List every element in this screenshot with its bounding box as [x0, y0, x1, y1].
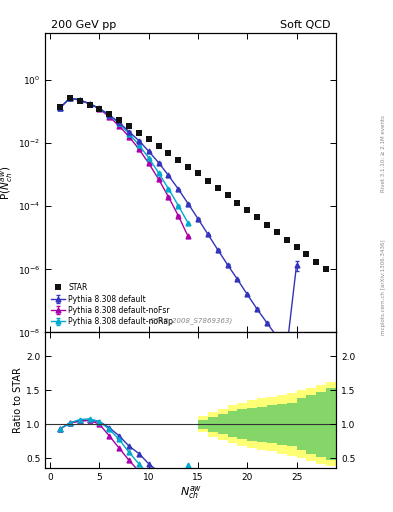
STAR [136, 130, 141, 136]
STAR [304, 251, 309, 258]
Text: 200 GeV pp: 200 GeV pp [51, 19, 116, 30]
Text: (STAR_2008_S7869363): (STAR_2008_S7869363) [149, 317, 233, 324]
STAR [156, 143, 161, 150]
STAR [117, 117, 121, 123]
STAR [107, 111, 112, 117]
STAR [206, 178, 210, 184]
STAR [196, 170, 200, 177]
STAR [294, 244, 299, 250]
Legend: STAR, Pythia 8.308 default, Pythia 8.308 default-noFsr, Pythia 8.308 default-noR: STAR, Pythia 8.308 default, Pythia 8.308… [49, 281, 175, 329]
STAR [176, 157, 181, 163]
STAR [314, 259, 319, 265]
STAR [166, 150, 171, 156]
Line: STAR: STAR [57, 95, 329, 272]
Text: Soft QCD: Soft QCD [280, 19, 330, 30]
STAR [245, 207, 250, 213]
STAR [225, 193, 230, 199]
STAR [324, 266, 329, 272]
STAR [127, 123, 131, 130]
STAR [87, 101, 92, 108]
STAR [215, 185, 220, 191]
STAR [235, 200, 240, 206]
STAR [77, 98, 82, 104]
STAR [186, 163, 191, 169]
STAR [146, 136, 151, 142]
STAR [255, 215, 259, 221]
STAR [68, 95, 72, 101]
Y-axis label: Ratio to STAR: Ratio to STAR [13, 368, 23, 434]
X-axis label: $N_{ch}^{aw}$: $N_{ch}^{aw}$ [180, 484, 202, 501]
Y-axis label: P($N_{ch}^{aw}$): P($N_{ch}^{aw}$) [0, 165, 15, 200]
STAR [285, 237, 289, 243]
STAR [274, 229, 279, 236]
Text: mcplots.cern.ch [arXiv:1306.3436]: mcplots.cern.ch [arXiv:1306.3436] [381, 239, 386, 334]
STAR [264, 222, 269, 228]
Text: Rivet 3.1.10; ≥ 2.1M events: Rivet 3.1.10; ≥ 2.1M events [381, 115, 386, 192]
STAR [58, 104, 62, 110]
STAR [97, 106, 102, 112]
